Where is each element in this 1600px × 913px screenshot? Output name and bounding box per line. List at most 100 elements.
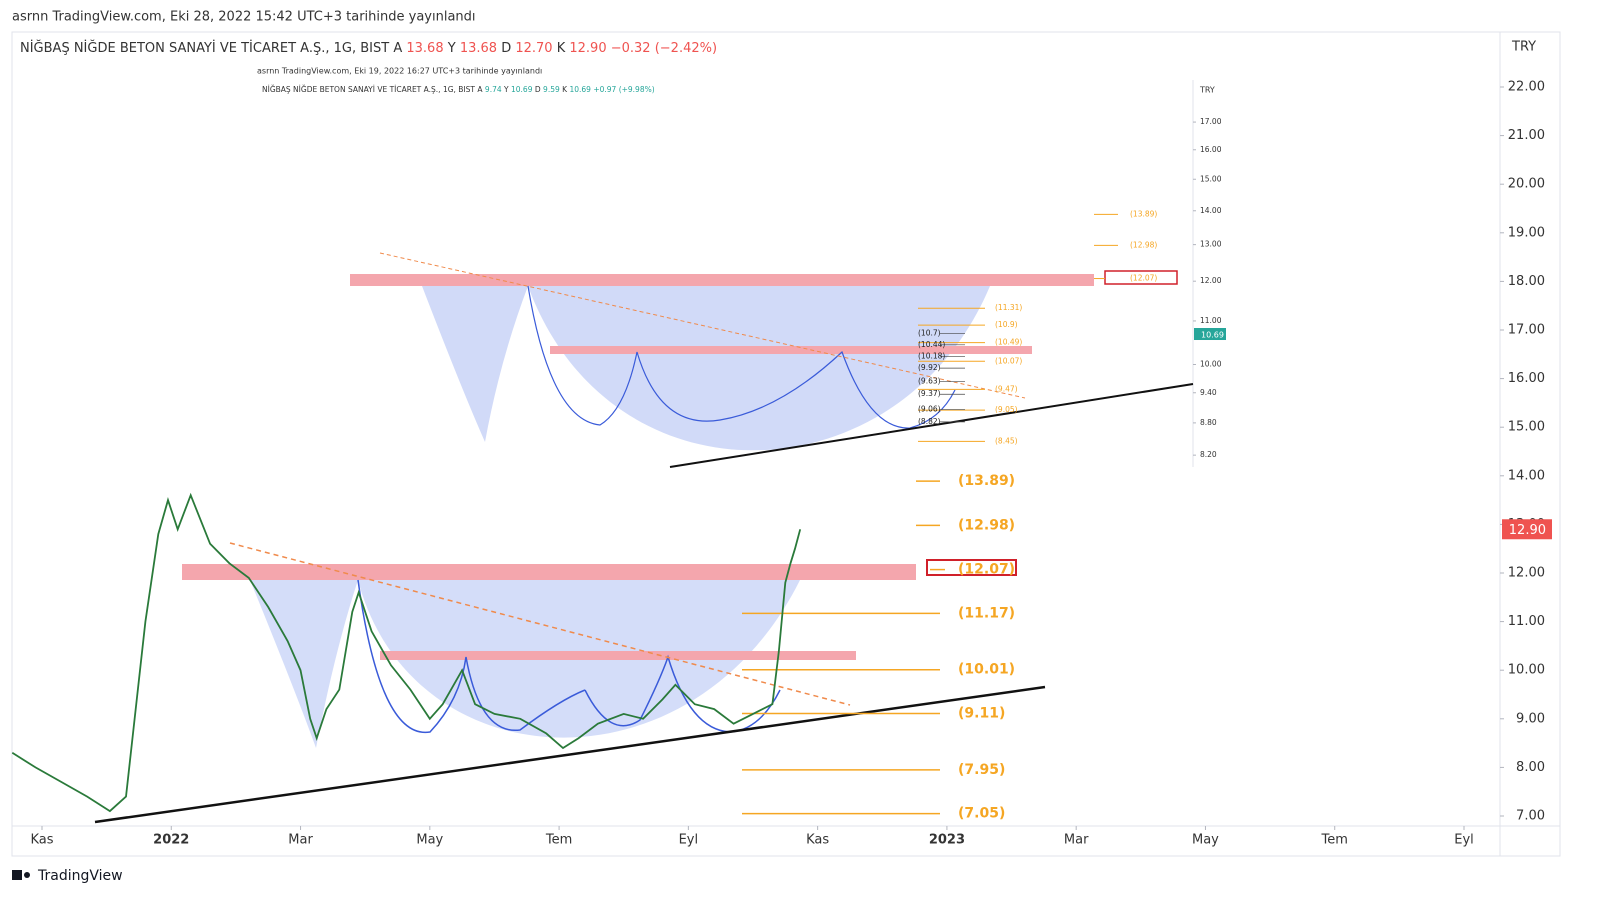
inset-y-tick-label: 15.00 bbox=[1200, 174, 1222, 183]
fib-label: (7.05) bbox=[958, 806, 1005, 822]
fib-label: (11.17) bbox=[958, 605, 1015, 621]
ohlc-value: 12.90 bbox=[569, 41, 606, 56]
inset-fib-label: (13.89) bbox=[1130, 209, 1157, 218]
x-tick-label: May bbox=[1192, 833, 1219, 848]
inset-last-price-badge bbox=[1194, 328, 1226, 341]
logo-mark bbox=[24, 872, 30, 878]
currency: TRY bbox=[1511, 40, 1536, 55]
fib-label: (12.07) bbox=[958, 562, 1015, 578]
trend-line bbox=[379, 252, 1026, 399]
x-tick-label: Eyl bbox=[679, 833, 699, 848]
y-tick-label: 14.00 bbox=[1508, 468, 1545, 483]
inset-fib-label: (10.49) bbox=[995, 338, 1022, 347]
inset-y-tick-label: 12.00 bbox=[1200, 276, 1222, 285]
inset-y-tick-label: 14.00 bbox=[1200, 206, 1222, 215]
inset-published: asrnn TradingView.com, Eki 19, 2022 16:2… bbox=[257, 67, 542, 76]
ohlc-label: D bbox=[535, 85, 541, 94]
inset-fib-label: (10.07) bbox=[995, 356, 1022, 365]
inset-y-tick-label: 16.00 bbox=[1200, 145, 1222, 154]
inset-fib-label: (12.98) bbox=[1130, 240, 1157, 249]
ohlc-value: 12.70 bbox=[515, 41, 552, 56]
inset-swing-label: (10.7) bbox=[918, 329, 941, 338]
ohlc-value: 13.68 bbox=[460, 41, 497, 56]
inset-swing-label: (9.06) bbox=[918, 405, 941, 414]
y-tick-label: 18.00 bbox=[1508, 274, 1545, 289]
logo: TradingView bbox=[12, 868, 123, 884]
inset-y-tick-label: 13.00 bbox=[1200, 240, 1222, 249]
inset-swing-label: (10.44) bbox=[918, 340, 945, 349]
support-line bbox=[94, 685, 1046, 824]
x-tick-label: Tem bbox=[1321, 833, 1348, 848]
inset: asrnn TradingView.com, Eki 19, 2022 16:2… bbox=[257, 63, 1228, 468]
fib-label: (10.01) bbox=[958, 662, 1015, 678]
change: +0.97 (+9.98%) bbox=[593, 85, 654, 94]
y-tick-label: 16.00 bbox=[1508, 371, 1545, 386]
fib-label: (12.98) bbox=[958, 517, 1015, 533]
ohlc-value: 10.69 bbox=[569, 85, 591, 94]
y-tick-label: 20.00 bbox=[1508, 177, 1545, 192]
resistance-zone bbox=[550, 346, 1032, 354]
y-tick-label: 8.00 bbox=[1516, 760, 1545, 775]
fib-label: (9.11) bbox=[958, 705, 1005, 721]
inset-currency: TRY bbox=[1199, 86, 1215, 95]
change: −0.32 (−2.42%) bbox=[611, 41, 717, 56]
support-line bbox=[669, 383, 1194, 468]
inset-fib-label: (9.47) bbox=[995, 384, 1018, 393]
trend-line bbox=[229, 542, 851, 706]
inset-swing-label: (9.92) bbox=[918, 363, 941, 372]
ohlc-value: 13.68 bbox=[406, 41, 443, 56]
y-tick-label: 17.00 bbox=[1508, 323, 1545, 338]
inset-y-tick-label: 8.20 bbox=[1200, 450, 1217, 459]
resistance-zone bbox=[350, 274, 1094, 286]
last-price-badge bbox=[1502, 519, 1552, 540]
x-tick-label: Mar bbox=[1064, 833, 1089, 848]
symbol: NİĞBAŞ NİĞDE BETON SANAYİ VE TİCARET A.Ş… bbox=[20, 40, 389, 56]
highlight-box bbox=[1104, 270, 1178, 285]
cup-fill bbox=[422, 286, 528, 442]
x-tick-label: Eyl bbox=[1454, 833, 1474, 848]
cup-fill bbox=[528, 286, 990, 451]
y-tick-label: 10.00 bbox=[1508, 663, 1545, 678]
logo-mark bbox=[12, 870, 22, 880]
x-tick-label: May bbox=[416, 833, 443, 848]
brand: TradingView bbox=[37, 868, 123, 884]
y-tick-label: 9.00 bbox=[1516, 711, 1545, 726]
x-tick-label: Kas bbox=[806, 833, 829, 848]
ohlc-label: D bbox=[501, 41, 511, 56]
symbol-header: NİĞBAŞ NİĞDE BETON SANAYİ VE TİCARET A.Ş… bbox=[262, 85, 655, 94]
y-tick-label: 21.00 bbox=[1508, 128, 1545, 143]
y-tick-label: 7.00 bbox=[1516, 809, 1545, 824]
cup-arc bbox=[527, 285, 956, 429]
last-price-label: 12.90 bbox=[1509, 523, 1546, 538]
symbol-header: NİĞBAŞ NİĞDE BETON SANAYİ VE TİCARET A.Ş… bbox=[20, 40, 717, 56]
y-tick-label: 22.00 bbox=[1508, 80, 1545, 95]
symbol: NİĞBAŞ NİĞDE BETON SANAYİ VE TİCARET A.Ş… bbox=[262, 85, 475, 94]
fib-label: (7.95) bbox=[958, 762, 1005, 778]
ohlc-value: 9.59 bbox=[543, 85, 560, 94]
inset-last-price-label: 10.69 bbox=[1201, 331, 1224, 340]
inset-fib-label: (8.45) bbox=[995, 436, 1018, 445]
y-tick-label: 15.00 bbox=[1508, 420, 1545, 435]
resistance-zone bbox=[380, 651, 856, 660]
ohlc-label: K bbox=[562, 85, 568, 94]
ohlc-label: A bbox=[477, 85, 483, 94]
highlight-box bbox=[926, 559, 1017, 576]
ohlc-value: 10.69 bbox=[511, 85, 533, 94]
ohlc-label: A bbox=[393, 41, 402, 56]
x-tick-label: 2022 bbox=[153, 833, 189, 848]
inset-y-tick-label: 9.40 bbox=[1200, 388, 1217, 397]
y-tick-label: 19.00 bbox=[1508, 225, 1545, 240]
fib-label: (13.89) bbox=[958, 473, 1015, 489]
x-tick-label: 2023 bbox=[929, 833, 965, 848]
inset-swing-label: (9.37) bbox=[918, 389, 941, 398]
inset-fib-label: (9.05) bbox=[995, 405, 1018, 414]
chart-frame bbox=[11, 31, 1561, 857]
inset-fib-label: (10.9) bbox=[995, 320, 1018, 329]
ohlc-label: K bbox=[557, 41, 566, 56]
resistance-zone bbox=[182, 564, 916, 580]
inset-swing-label: (8.82) bbox=[918, 417, 941, 426]
inset-swing-label: (9.63) bbox=[918, 377, 941, 386]
y-tick-label: 11.00 bbox=[1508, 614, 1545, 629]
inset-y-tick-label: 11.00 bbox=[1200, 316, 1222, 325]
